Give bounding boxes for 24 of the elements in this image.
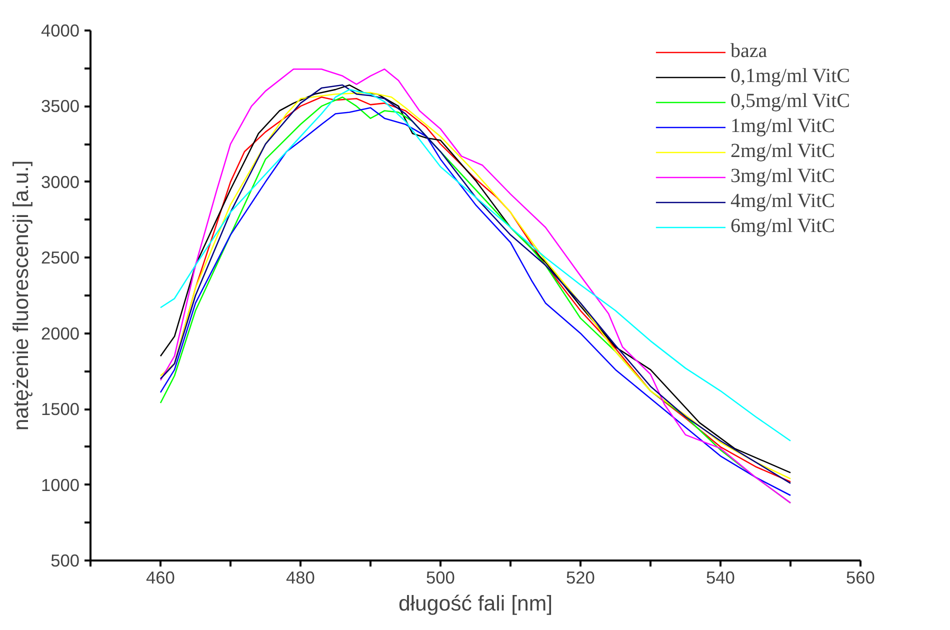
y-tick-label: 2500 <box>40 248 80 268</box>
y-tick-label: 1500 <box>40 399 80 420</box>
legend-label: 0,1mg/ml VitC <box>730 65 850 88</box>
legend-label: 2mg/ml VitC <box>730 140 835 163</box>
x-tick-label: 500 <box>426 568 455 588</box>
y-axis-title: natężenie fluorescencji [a.u.] <box>8 160 33 431</box>
x-tick-label: 560 <box>846 568 875 588</box>
y-tick-label: 1000 <box>40 474 80 495</box>
x-axis-title: długość fali [nm] <box>398 592 553 616</box>
x-tick-label: 540 <box>706 568 735 588</box>
x-tick-label: 460 <box>146 568 175 588</box>
legend-label: 1mg/ml VitC <box>730 115 835 138</box>
legend-label: 3mg/ml VitC <box>730 165 835 188</box>
y-tick-label: 3000 <box>40 172 80 192</box>
legend-label: baza <box>730 40 768 63</box>
y-tick-label: 4000 <box>40 20 80 40</box>
x-tick-label: 520 <box>566 568 595 588</box>
y-tick-label: 500 <box>50 550 80 570</box>
legend-label: 0,5mg/ml VitC <box>730 90 850 113</box>
y-tick-label: 2000 <box>40 323 80 344</box>
legend-label: 6mg/ml VitC <box>730 215 835 238</box>
legend-label: 4mg/ml VitC <box>730 190 835 213</box>
y-tick-label: 3500 <box>40 96 80 116</box>
x-tick-label: 480 <box>286 568 315 588</box>
